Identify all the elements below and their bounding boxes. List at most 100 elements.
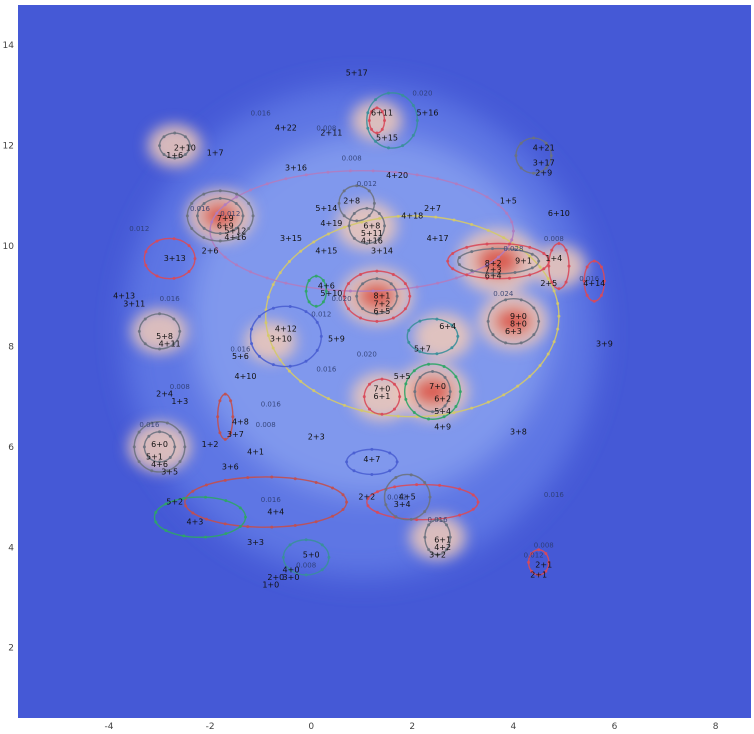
contour-marker [380,127,384,131]
point-label: 4+15 [315,247,337,256]
contour-marker [388,469,392,473]
contour-marker [288,364,292,368]
contour-marker [411,104,415,108]
contour-marker [465,245,469,249]
contour-marker [423,510,427,514]
contour-marker [599,293,603,297]
point-label: 5+10 [320,289,342,298]
contour-marker [396,414,400,418]
contour-marker [375,106,379,110]
contour-marker [418,404,422,408]
contour-marker [411,133,415,137]
contour-marker [150,469,154,473]
contour-marker [352,212,356,216]
contour-level-label: 0.012 [357,180,377,188]
contour-marker [436,177,440,181]
contour-marker [519,141,523,145]
contour-marker [476,500,480,504]
contour-marker [187,244,191,248]
point-label: 7+3 [485,266,502,275]
contour-marker [365,206,369,210]
contour-marker [299,379,303,383]
contour-marker [158,144,162,148]
point-label: 4+6 [151,460,168,469]
contour-marker [164,502,168,506]
contour-marker [450,323,454,327]
contour-marker [470,406,474,410]
contour-marker [341,507,345,511]
contour-marker [365,242,369,246]
density-peak-core [494,307,533,336]
contour-marker [372,201,376,205]
contour-marker [342,189,346,193]
contour-marker [450,346,454,350]
contour-marker [486,228,490,232]
contour-marker [404,397,408,401]
contour-level-label: 0.008 [342,155,362,163]
contour-marker [250,342,254,346]
contour-marker [513,248,517,252]
contour-level-label: 0.008 [170,383,190,391]
contour-marker [218,431,222,435]
point-label: 5+5 [394,372,411,381]
point-label: 6+1 [434,535,451,544]
contour-level-label: 0.012 [220,210,240,218]
contour-marker [547,560,551,564]
contour-marker [448,535,452,539]
x-tick-label: 0 [308,722,314,732]
contour-marker [550,248,554,252]
point-label: 3+9 [596,339,613,348]
point-label: 3+10 [270,334,292,343]
point-label: 4+17 [427,234,449,243]
contour-marker [367,382,371,386]
point-label: 1+6 [166,151,183,160]
contour-marker [532,306,536,310]
contour-marker [407,340,411,344]
contour-marker [388,451,392,455]
point-label: 6+9 [217,221,234,230]
contour-marker [471,493,475,497]
contour-marker [202,201,206,205]
contour-marker [537,319,541,323]
contour-marker [367,214,371,218]
contour-marker [547,264,551,268]
contour-marker [530,252,534,256]
point-label: 6+4 [485,272,502,281]
contour-marker [490,272,494,276]
contour-marker [556,301,560,305]
contour-marker [360,409,364,413]
contour-marker [375,312,379,316]
contour-marker [532,333,536,337]
contour-marker [415,415,419,419]
contour-marker [165,469,169,473]
contour-marker [319,334,323,338]
contour-level-label: 0.016 [579,275,600,283]
contour-marker [251,214,255,218]
contour-level-label: 0.012 [524,551,544,559]
contour-marker [312,240,316,244]
contour-marker [288,304,292,308]
point-label: 4+6 [318,282,335,291]
contour-marker [165,421,169,425]
contour-marker [392,407,396,411]
contour-marker [173,131,177,135]
contour-marker [366,111,370,115]
density-peak [147,124,202,167]
contour-marker [202,226,206,230]
contour-marker [537,548,541,552]
contour-marker [235,192,239,196]
contour-marker [380,412,384,416]
contour-marker [556,327,560,331]
contour-marker [530,551,534,555]
y-tick-label: 6 [8,443,14,453]
contour-marker [458,487,462,491]
contour-marker [423,481,427,485]
contour-marker [218,189,222,193]
contour-marker [234,263,238,267]
contour-marker [557,287,561,291]
contour-marker [507,276,511,280]
contour-marker [431,410,435,414]
contour-marker [485,195,489,199]
contour-marker [314,274,318,278]
contour-marker [320,568,324,572]
